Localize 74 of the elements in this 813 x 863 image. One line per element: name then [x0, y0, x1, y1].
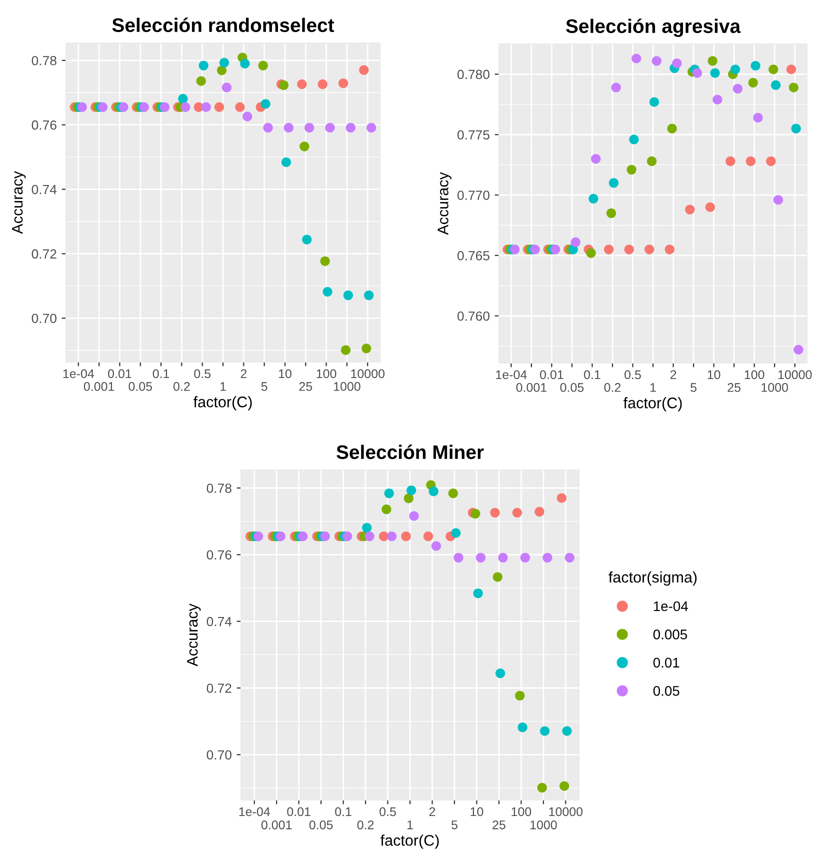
legend-label: 0.01 [653, 658, 680, 668]
y-tick-label: 0.76 [206, 550, 232, 560]
y-tick-label: 0.74 [32, 184, 57, 194]
y-axis-title: Accuracy [187, 604, 201, 666]
y-tick-label: 0.70 [32, 314, 56, 324]
x-tick-label: 1e-04 [63, 369, 94, 378]
x-tick-label: 0.2 [173, 382, 190, 391]
x-tick-label: 0.01 [108, 369, 132, 378]
y-axis-title: Accuracy [438, 172, 452, 235]
x-tick-label: 5 [690, 383, 696, 392]
x-tick-label: 2 [429, 807, 436, 816]
chart-title: Selección Miner [336, 444, 484, 460]
x-tick-label: 0.01 [287, 807, 310, 816]
x-tick-label: 0.05 [128, 382, 152, 391]
x-tick-label: 5 [261, 382, 268, 391]
x-tick-label: 0.05 [560, 383, 584, 392]
x-tick-label: 0.1 [584, 370, 600, 380]
x-tick-label: 1000 [334, 382, 360, 391]
x-tick-label: 5 [452, 820, 458, 830]
x-axis-title: factor(C) [380, 834, 439, 849]
y-tick-label: 0.70 [206, 750, 232, 760]
x-tick-label: 0.5 [194, 369, 211, 378]
chart-title: Selección agresiva [566, 18, 741, 38]
x-tick-label: 0.5 [380, 807, 396, 816]
x-tick-label: 0.5 [624, 370, 641, 380]
x-tick-label: 10000 [351, 369, 384, 378]
x-tick-label: 10 [278, 369, 292, 378]
x-tick-label: 0.001 [261, 820, 292, 830]
x-tick-label: 0.1 [335, 807, 352, 816]
x-tick-label: 0.001 [516, 383, 546, 392]
x-tick-label: 10 [708, 370, 720, 380]
x-tick-label: 0.05 [309, 820, 333, 830]
y-tick-label: 0.780 [457, 70, 490, 80]
x-tick-label: 0.01 [540, 370, 564, 380]
x-axis-title: factor(C) [194, 396, 252, 410]
x-tick-label: 25 [299, 382, 312, 391]
chart-title: Selección randomselect [112, 18, 334, 32]
x-tick-label: 25 [728, 383, 740, 392]
x-tick-label: 100 [512, 807, 532, 816]
y-tick-label: 0.770 [457, 190, 490, 200]
x-tick-label: 0.1 [152, 369, 170, 378]
x-tick-label: 1 [407, 820, 413, 830]
x-axis-title: factor(C) [624, 397, 682, 412]
x-tick-label: 2 [670, 370, 676, 380]
x-tick-label: 25 [492, 820, 506, 830]
x-tick-label: 1 [650, 383, 656, 392]
legend-label: 0.005 [653, 630, 688, 640]
x-tick-label: 0.2 [357, 820, 374, 830]
y-tick-label: 0.765 [457, 251, 490, 260]
x-tick-label: 1 [220, 382, 226, 391]
x-tick-label: 10 [470, 807, 484, 816]
y-tick-label: 0.74 [206, 616, 232, 626]
y-tick-label: 0.760 [457, 311, 490, 321]
x-tick-label: 100 [316, 369, 336, 378]
legend-title: factor(sigma) [608, 571, 697, 586]
x-tick-label: 1000 [762, 383, 788, 392]
x-tick-label: 1e-04 [239, 807, 270, 816]
y-tick-label: 0.775 [457, 130, 490, 140]
x-tick-label: 100 [744, 370, 764, 380]
y-axis-title: Accuracy [12, 171, 26, 234]
x-tick-label: 0.001 [84, 382, 114, 391]
legend-label: 1e-04 [654, 601, 688, 612]
legend-label: 0.05 [653, 686, 680, 696]
x-tick-label: 0.2 [604, 383, 621, 392]
y-tick-label: 0.78 [206, 484, 232, 493]
x-tick-label: 2 [240, 369, 247, 378]
y-tick-label: 0.76 [32, 120, 56, 130]
x-tick-label: 1000 [530, 820, 557, 830]
y-tick-label: 0.72 [206, 684, 232, 693]
x-tick-label: 1e-04 [496, 370, 527, 380]
y-tick-label: 0.78 [32, 56, 56, 66]
y-tick-label: 0.72 [32, 249, 56, 259]
x-tick-label: 10000 [549, 807, 583, 816]
x-tick-label: 10000 [778, 370, 812, 380]
